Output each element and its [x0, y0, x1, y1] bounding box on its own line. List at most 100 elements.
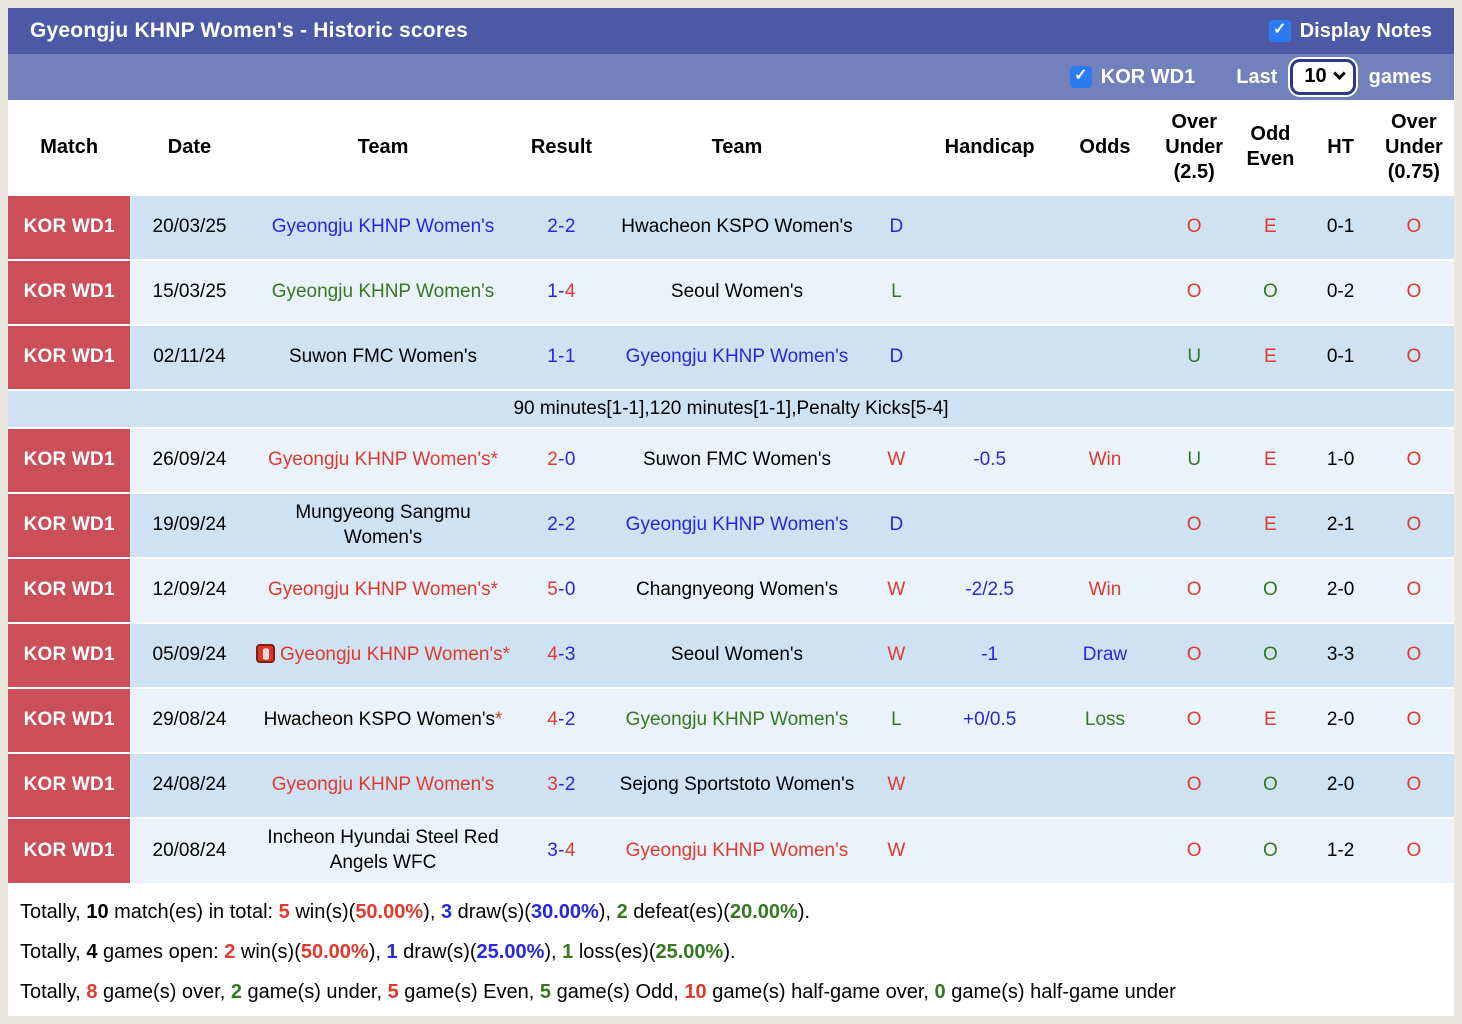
summary-segment: 50.00%	[300, 941, 369, 963]
away-team-link[interactable]: Changnyeong Women's	[605, 557, 869, 623]
league-badge: KOR WD1	[8, 259, 131, 325]
table-header: Match Date Team Result Team Handicap Odd…	[8, 100, 1454, 195]
home-team-link[interactable]: Gyeongju KHNP Women's*	[248, 557, 518, 623]
away-team-link[interactable]: Gyeongju KHNP Women's	[605, 492, 869, 558]
odds-result	[1054, 194, 1156, 260]
table-row: KOR WD1 19/09/24 Mungyeong Sangmu Women's 2…	[8, 492, 1454, 558]
away-team-link[interactable]: Gyeongju KHNP Women's	[605, 324, 869, 390]
odds-result	[1054, 259, 1156, 325]
summary-segment: ),	[544, 941, 563, 963]
half-time-score: 2-1	[1307, 492, 1374, 558]
over-under-0-75-value: O	[1373, 427, 1454, 493]
match-result-link[interactable]: 1-1	[517, 324, 606, 390]
summary-segment: 25.00%	[655, 941, 724, 963]
display-notes-toggle[interactable]: ✓ Display Notes	[1268, 20, 1432, 43]
summary-segment: 1	[386, 941, 398, 963]
match-result-link[interactable]: 2-0	[517, 427, 606, 493]
home-team-link[interactable]: Gyeongju KHNP Women's	[248, 194, 518, 260]
odd-even-value: E	[1233, 492, 1308, 558]
match-result-link[interactable]: 3-4	[517, 817, 606, 883]
table-row: KOR WD1 02/11/24 Suwon FMC Women's 1-1 Gyeon…	[8, 324, 1454, 390]
outcome-letter: D	[868, 194, 925, 260]
col-header-ht: HT	[1307, 100, 1374, 195]
home-team-link[interactable]: Hwacheon KSPO Women's*	[248, 687, 518, 753]
away-team-link[interactable]: Seoul Women's	[605, 622, 869, 688]
odds-result: Win	[1054, 427, 1156, 493]
summary-segment: ).	[723, 941, 736, 963]
odd-even-value: E	[1233, 194, 1308, 260]
col-header-away-team: Team	[605, 100, 869, 195]
home-team-link[interactable]: Gyeongju KHNP Women's*	[248, 427, 518, 493]
over-under-0-75-value: O	[1373, 324, 1454, 390]
display-notes-checkbox[interactable]: ✓	[1268, 20, 1291, 42]
games-count-select[interactable]: 10	[1290, 59, 1356, 95]
scores-tbody: KOR WD1 20/03/25 Gyeongju KHNP Women's 2-2 H…	[8, 194, 1454, 883]
table-row: KOR WD1 24/08/24 Gyeongju KHNP Women's 3-2 S…	[8, 752, 1454, 818]
home-team-link[interactable]: Mungyeong Sangmu Women's	[248, 492, 518, 558]
scores-table: Match Date Team Result Team Handicap Odd…	[8, 100, 1454, 883]
half-time-score: 1-0	[1307, 427, 1374, 493]
handicap-value	[924, 259, 1055, 325]
handicap-value	[924, 752, 1055, 818]
half-time-score: 0-2	[1307, 259, 1374, 325]
outcome-letter: L	[868, 687, 925, 753]
match-date: 24/08/24	[130, 752, 249, 818]
outcome-letter: D	[868, 492, 925, 558]
match-result-link[interactable]: 3-2	[517, 752, 606, 818]
away-team-link[interactable]: Seoul Women's	[605, 259, 869, 325]
chevron-down-icon	[1332, 67, 1346, 81]
half-time-score: 1-2	[1307, 817, 1374, 883]
league-badge: KOR WD1	[8, 557, 131, 623]
odds-result	[1054, 324, 1156, 390]
table-row: KOR WD1 26/09/24 Gyeongju KHNP Women's* 2-0…	[8, 427, 1454, 493]
half-time-score: 0-1	[1307, 324, 1374, 390]
match-result-link[interactable]: 2-2	[517, 194, 606, 260]
home-team-link[interactable]: Suwon FMC Women's	[248, 324, 518, 390]
league-badge: KOR WD1	[8, 427, 131, 493]
summary-segment: game(s) Odd,	[551, 981, 685, 1003]
over-under-0-75-value: O	[1373, 259, 1454, 325]
summary-segment: 2	[224, 941, 236, 963]
match-date: 19/09/24	[130, 492, 249, 558]
home-team-link[interactable]: Gyeongju KHNP Women's	[248, 259, 518, 325]
table-row: KOR WD1 05/09/24 Gyeongju KHNP Women's* 4-3…	[8, 622, 1454, 688]
summary-segment: win(s)(	[289, 901, 356, 923]
summary-segment: game(s) under,	[241, 981, 388, 1003]
odd-even-value: O	[1233, 752, 1308, 818]
league-filter-toggle[interactable]: ✓ KOR WD1	[1069, 66, 1195, 89]
away-team-link[interactable]: Gyeongju KHNP Women's	[605, 687, 869, 753]
handicap-value: +0/0.5	[924, 687, 1055, 753]
league-checkbox[interactable]: ✓	[1069, 66, 1092, 88]
away-team-link[interactable]: Sejong Sportstoto Women's	[605, 752, 869, 818]
table-row: KOR WD1 15/03/25 Gyeongju KHNP Women's 1-4 S…	[8, 259, 1454, 325]
match-date: 05/09/24	[130, 622, 249, 688]
summary-segment: game(s) half-game over,	[706, 981, 935, 1003]
home-team-link[interactable]: Incheon Hyundai Steel Red Angels WFC	[248, 817, 518, 883]
over-under-2-5-value: O	[1155, 817, 1234, 883]
handicap-value	[924, 194, 1055, 260]
red-card-icon	[256, 644, 275, 664]
match-result-link[interactable]: 5-0	[517, 557, 606, 623]
summary-segment: 2	[616, 901, 628, 923]
match-result-link[interactable]: 4-3	[517, 622, 606, 688]
over-under-2-5-value: O	[1155, 752, 1234, 818]
away-team-link[interactable]: Gyeongju KHNP Women's	[605, 817, 869, 883]
summary-segment: 3	[440, 901, 453, 923]
away-team-link[interactable]: Hwacheon KSPO Women's	[605, 194, 869, 260]
odds-result: Win	[1054, 557, 1156, 623]
match-result-link[interactable]: 2-2	[517, 492, 606, 558]
summary-segment: ),	[423, 901, 441, 923]
check-icon: ✓	[1074, 67, 1088, 84]
over-under-2-5-value: U	[1155, 427, 1234, 493]
outcome-letter: W	[868, 817, 925, 883]
match-result-link[interactable]: 4-2	[517, 687, 606, 753]
summary-segment: draw(s)(	[397, 941, 477, 963]
summary-segment: ),	[368, 941, 387, 963]
match-result-link[interactable]: 1-4	[517, 259, 606, 325]
home-team-link[interactable]: Gyeongju KHNP Women's	[248, 752, 518, 818]
away-team-link[interactable]: Suwon FMC Women's	[605, 427, 869, 493]
match-date: 20/08/24	[130, 817, 249, 883]
summary-segment: 5	[387, 981, 399, 1003]
home-team-link[interactable]: Gyeongju KHNP Women's*	[248, 622, 518, 688]
